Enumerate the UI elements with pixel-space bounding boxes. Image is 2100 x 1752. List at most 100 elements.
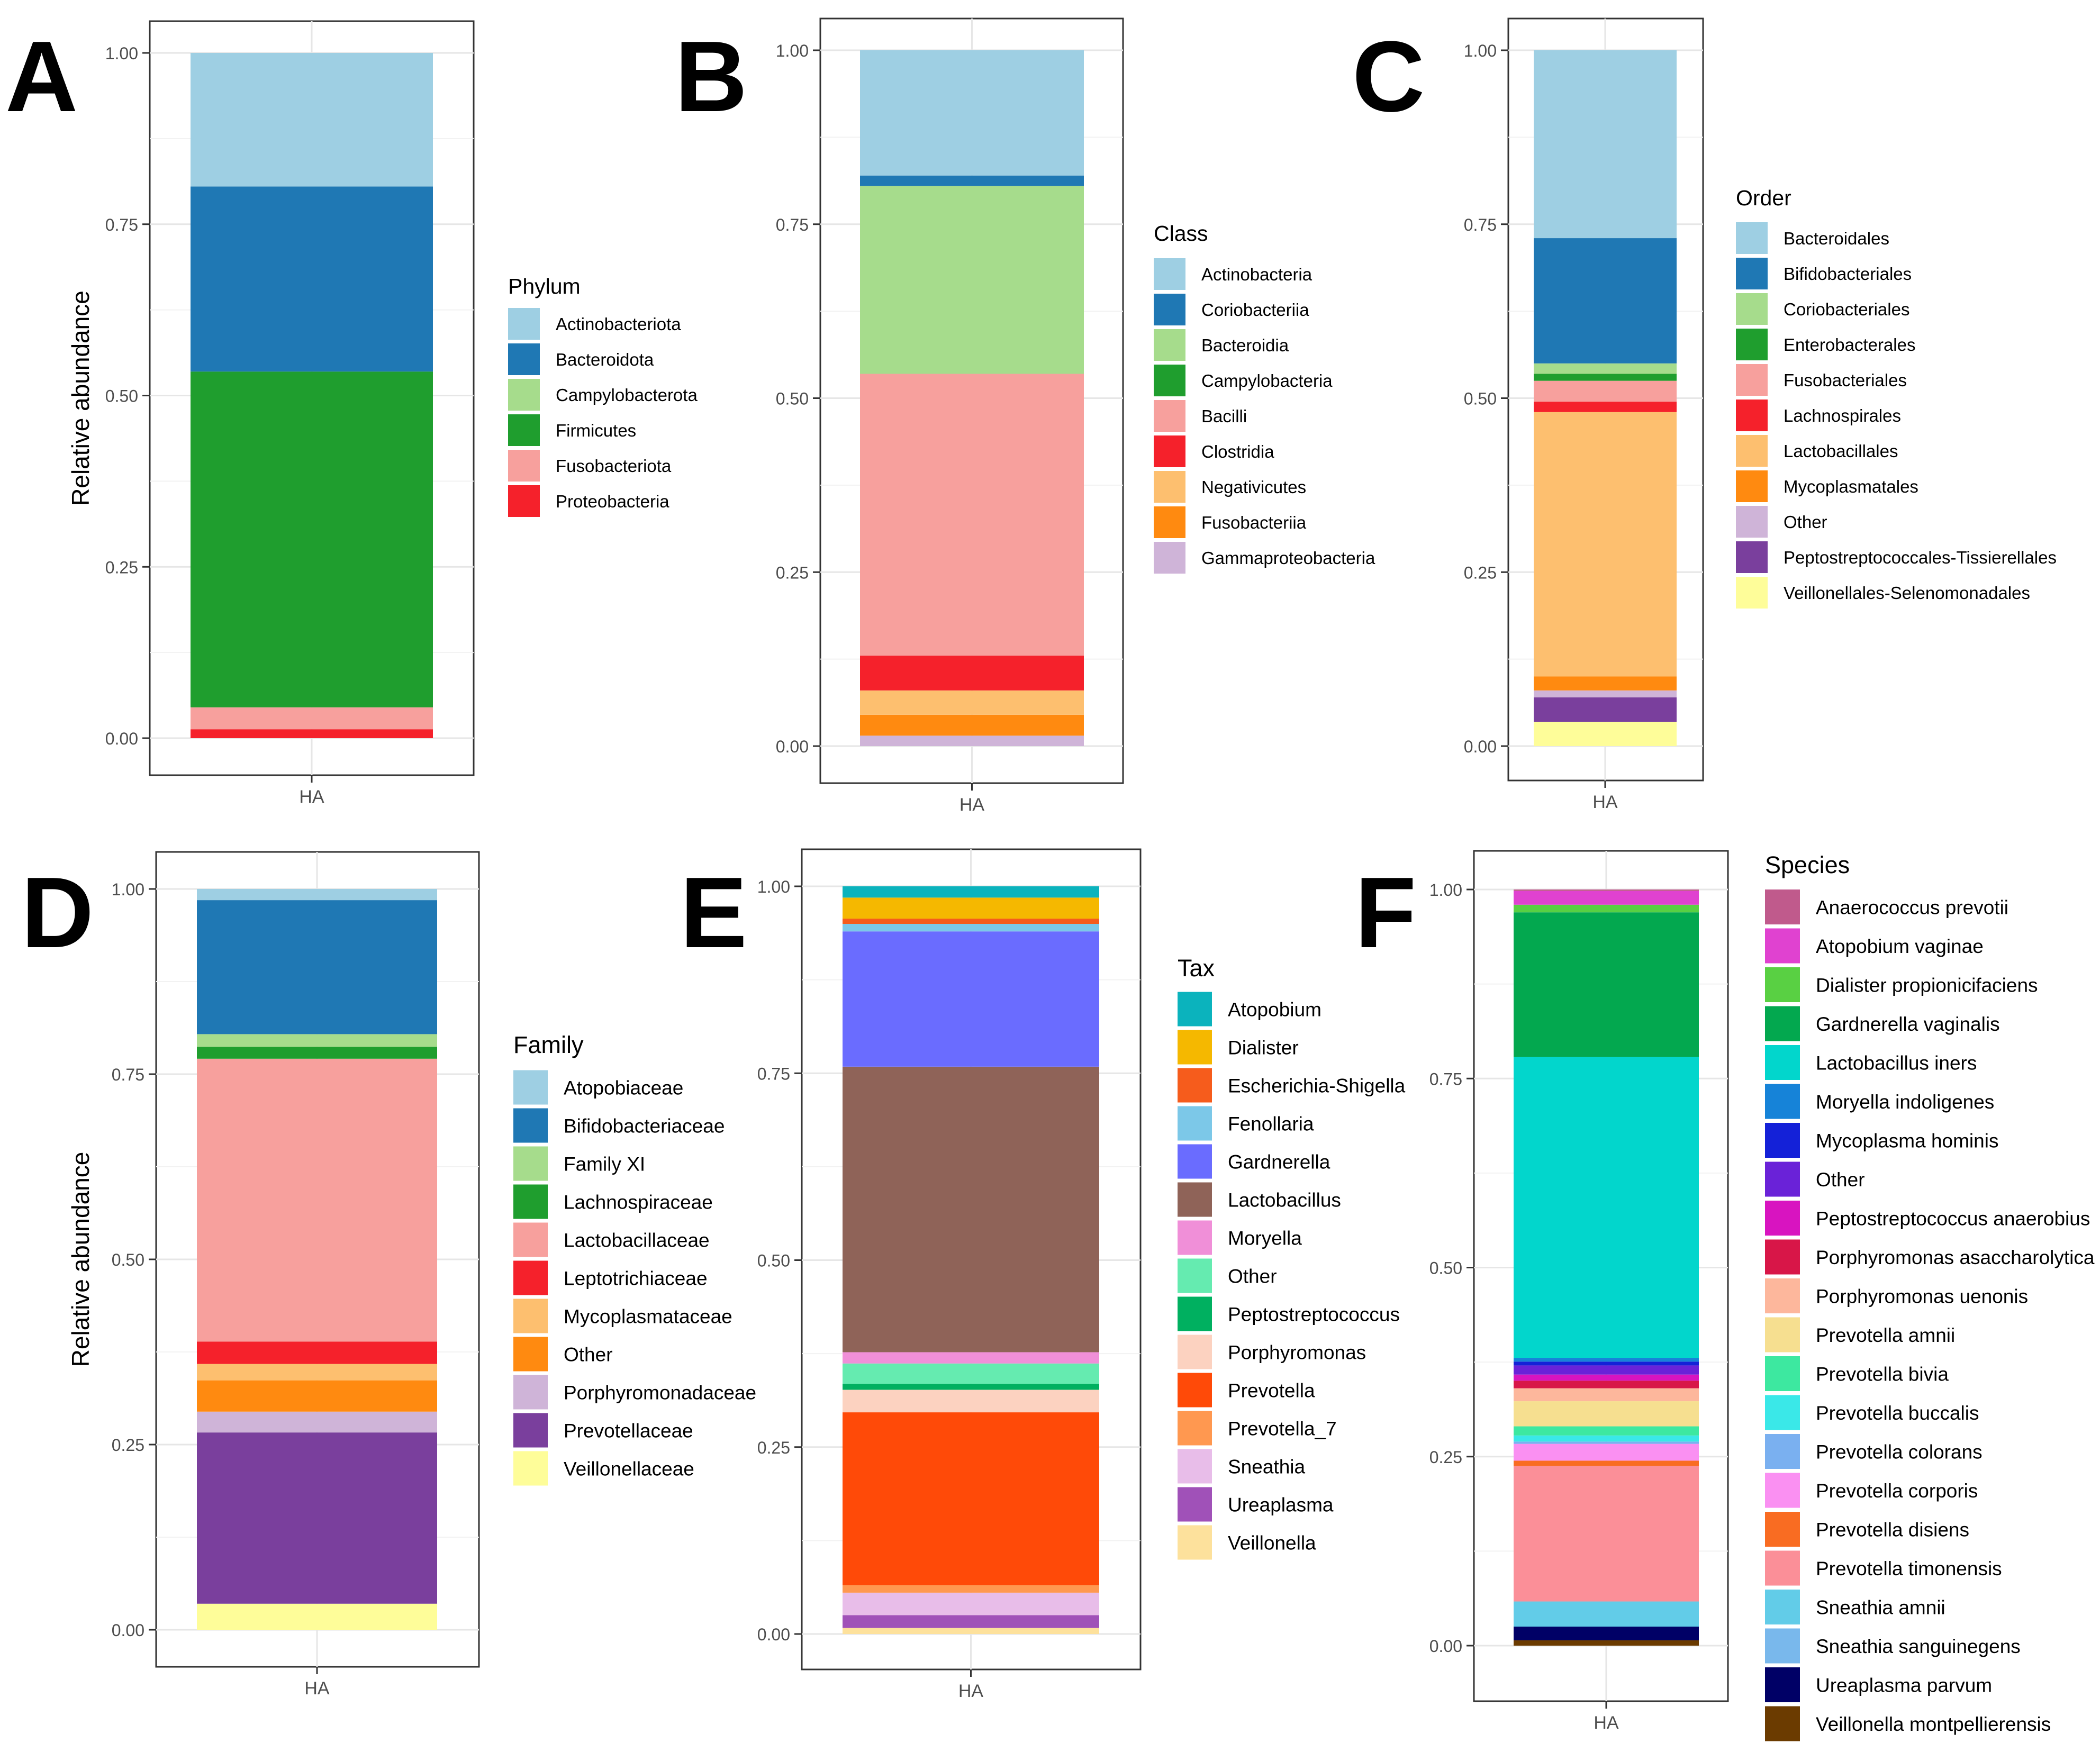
legend-item: Prevotella bivia [1765, 1356, 1949, 1391]
legend-item: Fusobacteriota [508, 450, 672, 482]
legend-item: Proteobacteria [508, 485, 669, 517]
legend-item: Sneathia sanguinegens [1765, 1628, 2021, 1664]
x-tick-label: HA [304, 1678, 330, 1699]
legend-item: Actinobacteriota [508, 308, 681, 340]
legend-label: Sneathia amnii [1816, 1596, 1945, 1618]
legend-label: Prevotella corporis [1816, 1480, 1978, 1502]
legend-label: Firmicutes [556, 421, 636, 440]
legend-key [1178, 1144, 1212, 1179]
legend: Species Anaerococcus prevotii Atopobium va… [1765, 851, 2095, 1741]
legend-key [513, 1375, 548, 1410]
legend-item: Prevotella buccalis [1765, 1395, 1979, 1430]
y-tick-label: 0.50 [776, 389, 809, 409]
legend-key [513, 1451, 548, 1486]
legend-key [1765, 1473, 1800, 1508]
legend-title: Tax [1178, 955, 1215, 982]
legend-key [1154, 294, 1185, 325]
legend-item: Gardnerella [1178, 1144, 1330, 1179]
y-tick-label: 0.75 [112, 1065, 144, 1084]
legend-key [1178, 1411, 1212, 1446]
bar-segment-coriobacteriia [860, 175, 1084, 186]
legend-label: Actinobacteriota [556, 314, 681, 334]
legend-label: Sneathia [1228, 1456, 1305, 1477]
bar-segment-prevotella-corporis [1514, 1444, 1699, 1461]
legend-item: Prevotella amnii [1765, 1317, 1955, 1352]
legend-key [1736, 222, 1768, 254]
legend-item: Prevotellaceae [513, 1413, 693, 1448]
legend-key [1736, 506, 1768, 538]
legend-label: Lactobacillus iners [1816, 1052, 1977, 1074]
legend-label: Bacteroidia [1201, 335, 1289, 355]
legend-item: Sneathia amnii [1765, 1590, 1945, 1624]
legend-label: Bacilli [1201, 406, 1247, 426]
legend-label: Porphyromonas [1228, 1341, 1366, 1363]
legend-key [1765, 1550, 1800, 1586]
legend-item: Gardnerella vaginalis [1765, 1006, 2000, 1041]
panel-letter: D [21, 857, 94, 969]
bar-segment-porphyromonas-uenonis [1514, 1388, 1699, 1402]
x-tick-label: HA [958, 1681, 984, 1701]
legend-item: Peptostreptococcales-Tissierellales [1736, 541, 2057, 573]
y-tick-label: 1.00 [757, 877, 790, 896]
legend-key [1736, 400, 1768, 431]
x-tick-label: HA [1594, 1713, 1619, 1733]
legend-key [1765, 1278, 1800, 1313]
legend-item: Veillonella montpellierensis [1765, 1706, 2051, 1741]
legend-label: Prevotella [1228, 1379, 1315, 1401]
legend-label: Gardnerella [1228, 1151, 1330, 1173]
legend-item: Negativicutes [1154, 471, 1306, 503]
legend: Family Atopobiaceae Bifidobacteriaceae Fami… [513, 1031, 756, 1486]
legend-item: Coriobacteriales [1736, 293, 1909, 325]
legend-item: Atopobium [1178, 992, 1321, 1027]
legend-label: Other [1816, 1169, 1865, 1191]
bar-segment-porphyromonas [843, 1390, 1099, 1413]
legend-label: Peptostreptococcus anaerobius [1816, 1208, 2090, 1229]
y-axis-title: Relative abundance [67, 1152, 94, 1367]
legend-key [1765, 1434, 1800, 1469]
panel-d: D 0.00 0.25 0.50 0.75 1.00 HA Relative abundanc… [21, 851, 756, 1699]
legend-key [1178, 1182, 1212, 1217]
legend-label: Moryella indoligenes [1816, 1091, 1994, 1113]
legend-key [1765, 1628, 1800, 1664]
bar-segment-fusobacteriota [191, 707, 433, 730]
y-tick-label: 0.25 [105, 558, 138, 577]
legend-label: Sneathia sanguinegens [1816, 1636, 2021, 1657]
legend-label: Bifidobacteriaceae [564, 1115, 725, 1137]
bar-segment-firmicutes [191, 371, 433, 707]
legend-key [1154, 542, 1185, 574]
bar-segment-peptostreptococcus [843, 1384, 1099, 1390]
bar-segment-other [197, 1380, 437, 1412]
y-tick-label: 0.50 [1429, 1259, 1462, 1278]
bar-segment-prevotella [843, 1412, 1099, 1585]
legend-key [1178, 1220, 1212, 1255]
legend-label: Fusobacteriota [556, 456, 672, 476]
legend-key [1765, 1512, 1800, 1547]
x-tick-label: HA [299, 787, 324, 807]
bar-segment-veillonellales-selenomonadales [1534, 721, 1677, 746]
y-tick-label: 0.00 [757, 1625, 790, 1644]
legend-label: Prevotellaceae [564, 1420, 693, 1441]
legend: Tax Atopobium Dialister Escherichia-Shigell… [1178, 955, 1406, 1560]
bar-segment-prevotella-buccalis [1514, 1435, 1699, 1442]
legend-item: Bacteroidota [508, 343, 654, 375]
legend-item: Fusobacteriia [1154, 506, 1307, 538]
legend-item: Dialister [1178, 1030, 1299, 1065]
bar-segment-fenollaria [843, 924, 1099, 932]
bar-segment-fusobacteriia [860, 714, 1084, 736]
bar-segment-bacteroidales [1534, 50, 1677, 239]
legend-key [1765, 1161, 1800, 1197]
bar-segment-family-xi [197, 1034, 437, 1047]
y-tick-label: 0.75 [776, 215, 809, 234]
legend-key [1765, 1356, 1800, 1391]
legend-key [1178, 1106, 1212, 1141]
y-tick-label: 1.00 [1464, 41, 1497, 60]
y-tick-label: 0.25 [1429, 1448, 1462, 1467]
bar-segment-veillonellaceae [197, 1603, 437, 1630]
bar-segment-gammaproteobacteria [860, 736, 1084, 746]
legend-key [1765, 1006, 1800, 1041]
legend-item: Porphyromonas asaccharolytica [1765, 1239, 2095, 1275]
bar-segment-clostridia [860, 656, 1084, 691]
legend-title: Species [1765, 851, 1850, 878]
bar-segment-porphyromonadaceae [197, 1411, 437, 1433]
legend-item: Lactobacillus [1178, 1182, 1341, 1217]
